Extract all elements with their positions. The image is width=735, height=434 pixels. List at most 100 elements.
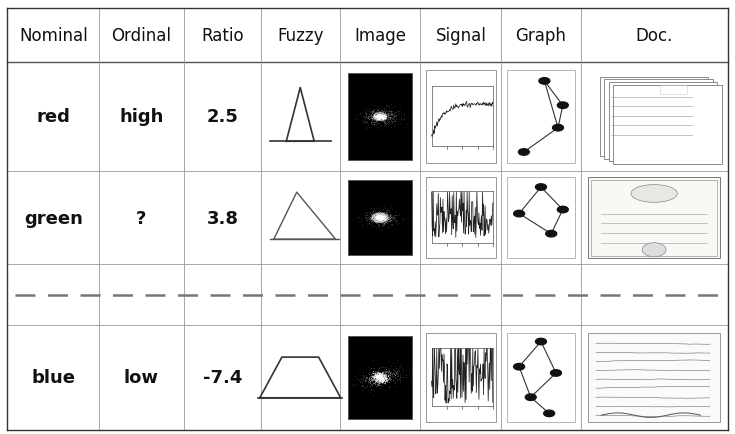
Point — [373, 103, 385, 110]
Point — [372, 113, 384, 120]
Point — [376, 372, 387, 379]
Point — [356, 222, 368, 229]
Point — [394, 374, 406, 381]
Point — [373, 115, 385, 122]
Point — [375, 216, 387, 223]
Point — [365, 212, 376, 219]
Point — [374, 110, 386, 117]
Point — [373, 215, 385, 222]
Point — [370, 214, 382, 221]
Point — [376, 376, 387, 383]
Point — [374, 212, 386, 219]
Point — [377, 377, 389, 384]
Point — [392, 220, 404, 227]
Point — [370, 213, 381, 220]
Bar — [604, 80, 713, 159]
Text: Image: Image — [354, 27, 406, 45]
Point — [382, 375, 394, 382]
Point — [370, 212, 381, 219]
Point — [371, 215, 383, 222]
Point — [370, 219, 382, 226]
Point — [377, 217, 389, 224]
Point — [374, 112, 386, 119]
Point — [363, 375, 375, 382]
Point — [374, 216, 386, 223]
Point — [375, 216, 387, 223]
Point — [372, 115, 384, 122]
Point — [381, 115, 392, 122]
Point — [369, 203, 381, 210]
Point — [379, 378, 391, 385]
Point — [370, 114, 381, 121]
Point — [379, 214, 390, 221]
Point — [385, 112, 397, 118]
Point — [373, 377, 385, 384]
Point — [369, 376, 381, 383]
Point — [390, 372, 401, 378]
Circle shape — [557, 103, 568, 109]
Point — [373, 115, 385, 122]
Point — [371, 220, 383, 227]
Point — [376, 376, 387, 383]
Point — [370, 214, 381, 221]
Point — [359, 384, 371, 391]
Point — [372, 112, 384, 119]
Point — [375, 217, 387, 224]
Point — [387, 376, 399, 383]
Point — [377, 370, 389, 377]
Point — [382, 372, 394, 379]
Point — [359, 212, 371, 219]
Point — [365, 375, 377, 381]
Point — [371, 213, 383, 220]
Point — [380, 366, 392, 373]
Point — [373, 215, 385, 222]
Point — [379, 222, 390, 229]
Point — [373, 214, 385, 220]
Point — [372, 115, 384, 122]
Point — [376, 370, 388, 377]
Point — [371, 214, 383, 221]
Point — [367, 121, 379, 128]
Point — [376, 215, 387, 222]
Point — [370, 373, 381, 380]
Point — [375, 217, 387, 224]
Point — [370, 216, 381, 223]
Point — [375, 377, 387, 384]
Point — [376, 215, 387, 222]
Point — [373, 215, 384, 222]
Point — [370, 115, 382, 122]
Point — [370, 216, 381, 223]
Point — [368, 108, 379, 115]
Point — [384, 375, 396, 382]
Point — [384, 122, 396, 128]
Point — [379, 215, 390, 222]
Point — [375, 211, 387, 218]
Point — [373, 214, 385, 220]
Point — [389, 118, 401, 125]
Point — [370, 110, 382, 117]
Point — [376, 369, 387, 376]
Point — [359, 115, 371, 122]
Point — [382, 224, 394, 231]
Point — [378, 373, 390, 380]
Point — [370, 218, 382, 225]
Point — [375, 214, 387, 221]
Point — [374, 381, 386, 388]
Point — [387, 219, 399, 226]
Point — [379, 211, 391, 218]
Point — [372, 378, 384, 385]
Point — [385, 369, 397, 376]
Circle shape — [377, 216, 383, 220]
Point — [372, 214, 384, 221]
Point — [369, 115, 381, 122]
Point — [374, 114, 386, 121]
Point — [395, 222, 407, 229]
Point — [370, 112, 381, 119]
Text: low: low — [124, 368, 159, 387]
Point — [376, 216, 388, 223]
Point — [373, 215, 385, 222]
Point — [373, 213, 384, 220]
Point — [374, 215, 386, 222]
Point — [364, 218, 376, 225]
Point — [372, 112, 384, 119]
